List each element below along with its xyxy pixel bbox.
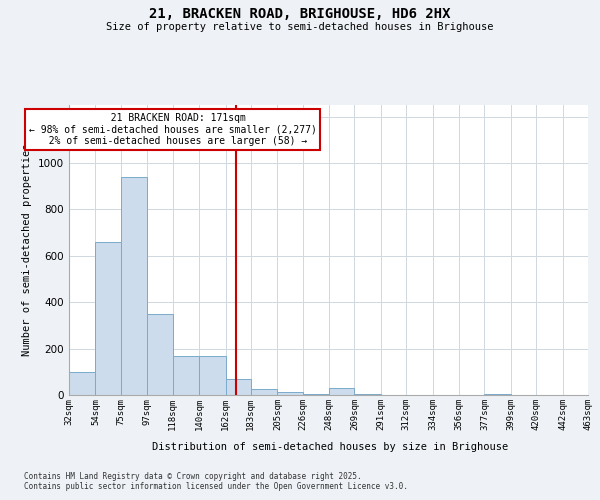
- Bar: [226, 379, 251, 395]
- Bar: [277, 392, 302, 395]
- Bar: [355, 394, 381, 395]
- Text: Size of property relative to semi-detached houses in Brighouse: Size of property relative to semi-detach…: [106, 22, 494, 32]
- Text: Distribution of semi-detached houses by size in Brighouse: Distribution of semi-detached houses by …: [152, 442, 508, 452]
- Text: Contains public sector information licensed under the Open Government Licence v3: Contains public sector information licen…: [24, 482, 408, 491]
- Bar: [69, 372, 95, 395]
- Text: Contains HM Land Registry data © Crown copyright and database right 2025.: Contains HM Land Registry data © Crown c…: [24, 472, 362, 481]
- Bar: [199, 356, 226, 395]
- Bar: [484, 394, 511, 395]
- Bar: [329, 388, 355, 395]
- Bar: [302, 394, 329, 395]
- Y-axis label: Number of semi-detached properties: Number of semi-detached properties: [22, 144, 32, 356]
- Bar: [147, 314, 173, 395]
- Text: 21 BRACKEN ROAD: 171sqm
← 98% of semi-detached houses are smaller (2,277)
  2% o: 21 BRACKEN ROAD: 171sqm ← 98% of semi-de…: [29, 113, 316, 146]
- Bar: [251, 389, 277, 395]
- Text: 21, BRACKEN ROAD, BRIGHOUSE, HD6 2HX: 21, BRACKEN ROAD, BRIGHOUSE, HD6 2HX: [149, 8, 451, 22]
- Bar: [173, 356, 199, 395]
- Bar: [121, 177, 147, 395]
- Bar: [95, 242, 121, 395]
